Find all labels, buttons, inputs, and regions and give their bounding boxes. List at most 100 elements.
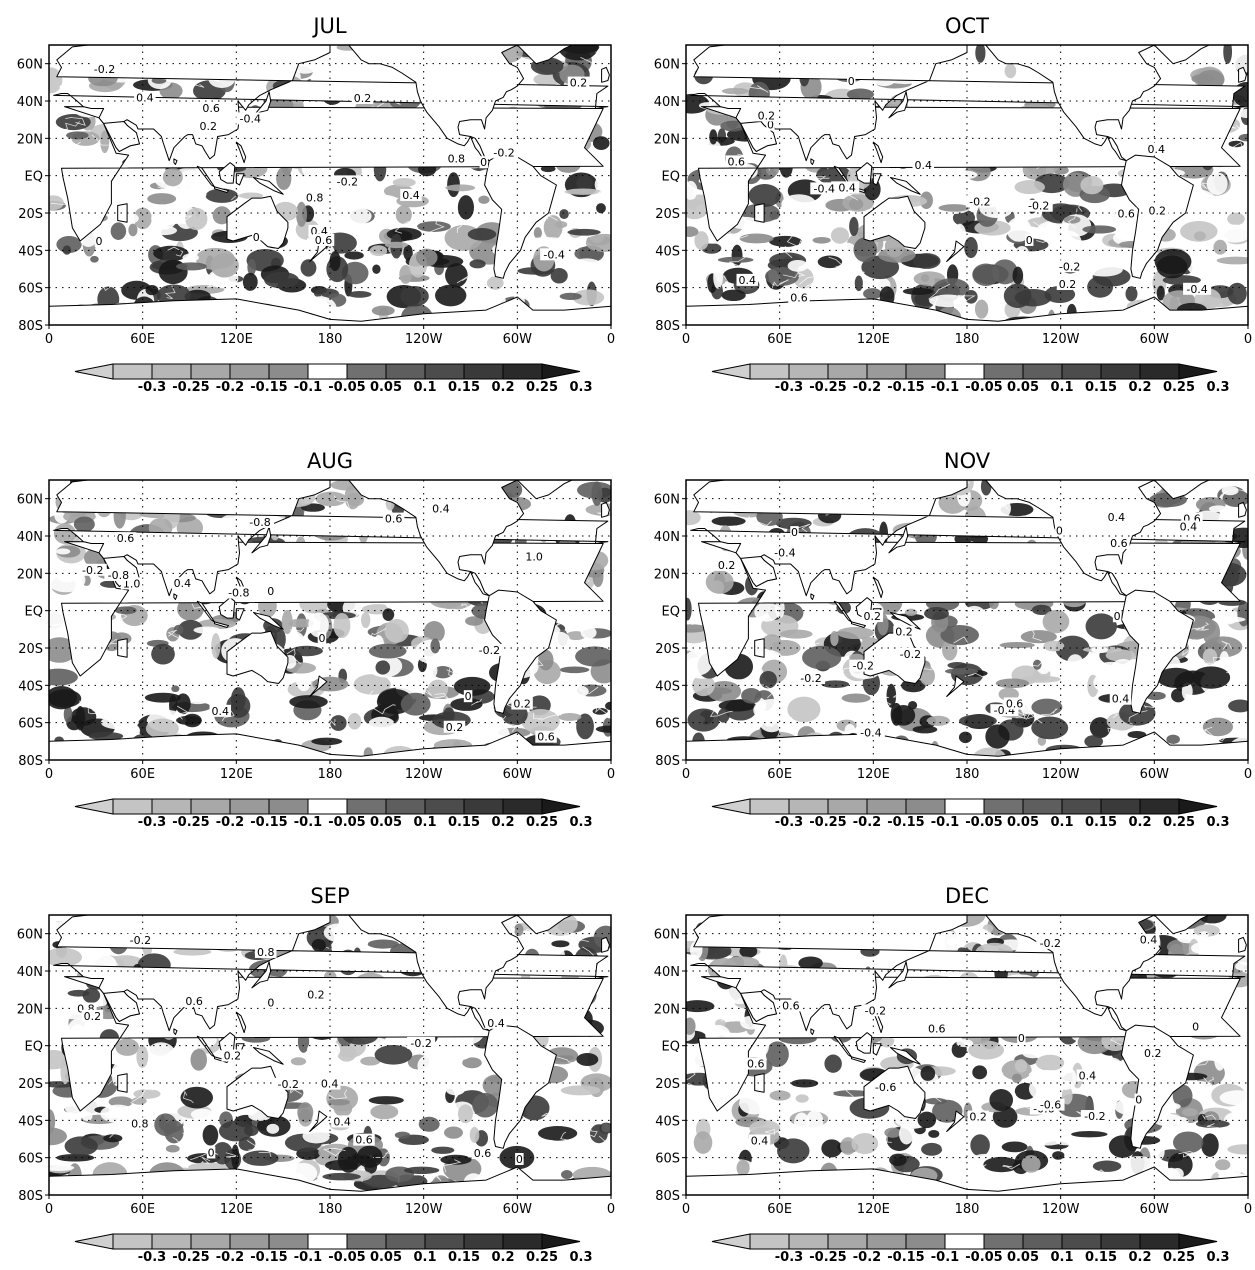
colorbar-label: 0.1	[413, 1250, 436, 1265]
contour-label: 0.8	[306, 192, 324, 205]
contour-label: 0	[1026, 234, 1033, 247]
contour-labels: -0.2 0 0.2 0.4 -0.6 0.6 -0.2 0 0.2 0.4 -0.6 0.6 -0.2…	[744, 933, 1200, 1147]
lat-tick-label: 80S	[18, 319, 43, 334]
contour-label: -0.4	[814, 182, 835, 195]
colorbar-segment	[1022, 363, 1063, 380]
land-mask	[49, 45, 611, 325]
contour-label: 0.4	[432, 502, 450, 515]
colorbar-label: 0.1	[1050, 1250, 1073, 1265]
lon-tick-label: 0	[607, 767, 615, 782]
lon-tick-label: 120E	[857, 332, 890, 347]
colorbar: -0.3 -0.25 -0.2 -0.15 -0.1 -0.05 0.05 0.1 0.15 0.…	[711, 798, 1230, 830]
contour-label: 0	[465, 690, 472, 703]
lat-tick-label: 40S	[655, 679, 680, 694]
contour-labels: -0.2 0 0.2 -0.4 0.4 0.6 -0.2 0 0.2 -0.4 0.4 0.6 -0.2…	[715, 511, 1203, 739]
colorbar-label: 0.05	[1007, 1250, 1039, 1265]
contour-label: 0.8	[448, 153, 466, 166]
contour-label: 0.6	[1117, 208, 1135, 221]
colorbar-label: 0.1	[1050, 380, 1073, 395]
colorbar-label: -0.05	[965, 815, 1002, 830]
colorbar-segment	[424, 363, 465, 380]
contour-label: -0.4	[860, 726, 881, 739]
contour-label: 0.2	[570, 77, 588, 90]
contour-label: -0.2	[865, 1004, 886, 1017]
colorbar: -0.3 -0.25 -0.2 -0.15 -0.1 -0.05 0.05 0.1 0.15 0.…	[711, 1233, 1230, 1265]
lon-tick-label: 60W	[503, 332, 533, 347]
contour-label: -0.2	[82, 564, 103, 577]
contour-label: -0.2	[94, 63, 115, 76]
lon-tick-label: 60E	[130, 332, 155, 347]
lat-tick-label: EQ	[662, 605, 680, 620]
colorbar-label: 0.1	[413, 380, 436, 395]
lat-tick-label: 20N	[654, 1002, 680, 1017]
lat-tick-label: EQ	[662, 170, 680, 185]
colorbar-segment	[385, 363, 426, 380]
colorbar-label: -0.05	[328, 1250, 365, 1265]
contour-label: -0.8	[108, 569, 129, 582]
lon-tick-label: 120W	[1042, 1202, 1080, 1217]
lon-tick-label: 60W	[503, 1202, 533, 1217]
colorbar-segment	[1022, 798, 1063, 815]
contour-label: 0.4	[751, 1134, 769, 1147]
contour-label: 0.6	[727, 155, 745, 168]
colorbar-label: -0.05	[965, 1250, 1002, 1265]
lon-tick-label: 180	[955, 332, 980, 347]
contour-label: 0.2	[84, 1010, 102, 1023]
colorbar-label: 0.1	[1050, 815, 1073, 830]
contour-label: -0.2	[800, 672, 821, 685]
contour-label: 0.6	[185, 995, 203, 1008]
contour-label: -0.2	[1059, 260, 1080, 273]
contour-label: 0.6	[355, 1134, 373, 1147]
lon-tick-label: 120W	[1042, 332, 1080, 347]
contour-label: 0.8	[257, 946, 275, 959]
colorbar-segment	[385, 1233, 426, 1250]
contour-label: -0.2	[1028, 200, 1049, 213]
contour-label: 0.4	[174, 577, 192, 590]
colorbar-label: -0.05	[965, 380, 1002, 395]
colorbar-segment	[1061, 1233, 1102, 1250]
colorbar-segment	[112, 798, 153, 815]
contour-label: -0.2	[337, 175, 358, 188]
lat-tick-label: 80S	[655, 754, 680, 769]
colorbar-label: 0.3	[569, 380, 592, 395]
contour-label: 0	[318, 632, 325, 645]
colorbar-segment	[229, 798, 270, 815]
contour-label: 0.6	[790, 292, 808, 305]
lat-tick-label: 40N	[654, 95, 680, 110]
colorbar-label: -0.25	[172, 1250, 209, 1265]
colorbar-segment	[502, 1233, 543, 1250]
contour-label: 0.2	[354, 92, 372, 105]
colorbar-label: 0.3	[1206, 815, 1229, 830]
contour-label: 0.4	[1140, 934, 1158, 947]
colorbar-label: -0.15	[887, 380, 924, 395]
contour-label: 0.4	[1112, 693, 1130, 706]
colorbar-label: -0.2	[216, 380, 244, 395]
lat-tick-label: 40N	[654, 965, 680, 980]
contour-label: -0.4	[834, 181, 855, 194]
colorbar-segment	[1139, 1233, 1180, 1250]
contour-label: -0.8	[249, 516, 270, 529]
contour-label: 0	[848, 75, 855, 88]
colorbar-label: 0.2	[1128, 815, 1151, 830]
lat-tick-label: 40S	[18, 244, 43, 259]
colorbar-segment	[151, 1233, 192, 1250]
lon-tick-label: 120W	[405, 767, 443, 782]
lon-tick-label: 180	[318, 767, 343, 782]
contour-label: 0.2	[199, 120, 217, 133]
lat-tick-label: 60N	[654, 58, 680, 73]
anomaly-field: -0.2 0 0.2 0.4 -0.6 0.6 -0.2 0 0.2 0.4 -0.6 0.6 -0.2…	[686, 915, 1248, 1195]
contour-label: 0	[253, 231, 260, 244]
lon-tick-label: 60E	[767, 332, 792, 347]
land-mask	[49, 480, 611, 760]
colorbar-segment	[827, 363, 868, 380]
contour-label: 0.4	[915, 159, 933, 172]
contour-label: -0.2	[900, 648, 921, 661]
colorbar-label: -0.3	[775, 815, 803, 830]
colorbar-segment	[1061, 798, 1102, 815]
lat-tick-label: 60S	[18, 717, 43, 732]
lat-tick-label: 40S	[655, 244, 680, 259]
lat-tick-label: 80S	[655, 1189, 680, 1204]
colorbar-segment	[866, 798, 907, 815]
contour-label: 0.6	[474, 1147, 492, 1160]
